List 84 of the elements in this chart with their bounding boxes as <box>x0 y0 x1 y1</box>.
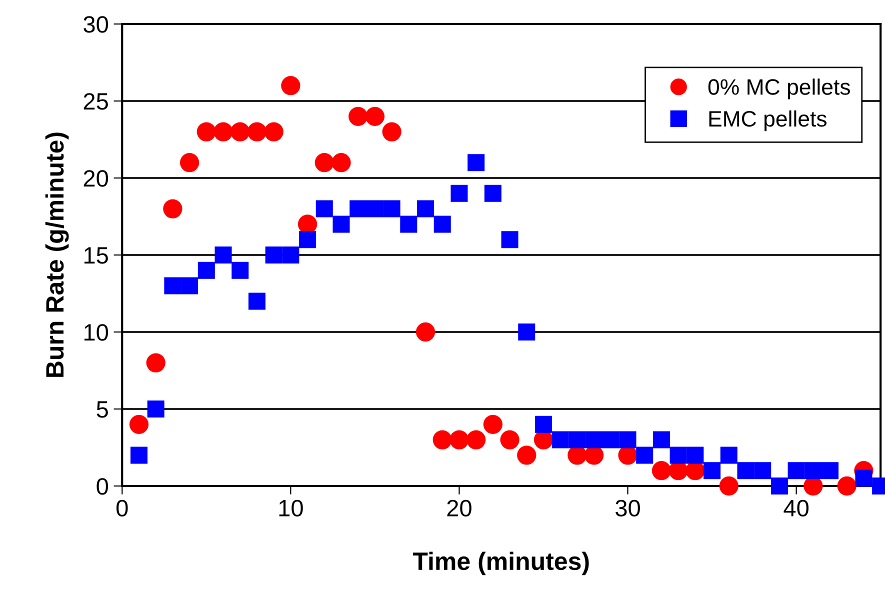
y-tick-label: 30 <box>84 16 108 33</box>
y-axis-title: Burn Rate (g/minute) <box>45 132 69 377</box>
point <box>822 462 839 480</box>
point <box>265 246 282 264</box>
point <box>484 184 502 202</box>
x-tick-label: 0 <box>116 500 128 517</box>
point <box>450 184 468 202</box>
point <box>737 462 754 480</box>
point <box>232 262 249 279</box>
point <box>383 200 400 218</box>
point <box>146 353 166 372</box>
point <box>619 431 636 448</box>
point <box>314 153 334 172</box>
point <box>332 216 350 233</box>
x-tick-label: 30 <box>616 500 640 517</box>
legend-label: EMC pellets <box>709 110 826 132</box>
point <box>348 106 368 126</box>
point <box>164 277 182 294</box>
point <box>652 431 670 448</box>
y-tick-label: 5 <box>96 401 108 418</box>
point <box>247 122 267 142</box>
point <box>518 323 536 341</box>
point <box>652 461 672 480</box>
point <box>282 246 300 264</box>
point <box>586 431 603 448</box>
point <box>501 231 518 248</box>
y-tick-label: 10 <box>84 324 108 341</box>
point <box>214 122 233 142</box>
point <box>466 430 486 450</box>
point <box>416 322 436 342</box>
point <box>568 431 586 448</box>
point <box>837 476 856 496</box>
point <box>602 431 620 448</box>
y-tick-label: 25 <box>84 93 108 110</box>
legend-label: 0% MC pellets <box>708 78 850 100</box>
point <box>130 446 148 464</box>
point <box>382 122 402 142</box>
point <box>129 414 149 434</box>
point <box>214 246 232 264</box>
point <box>804 462 822 480</box>
point <box>316 200 333 218</box>
y-tick-label: 15 <box>84 247 108 264</box>
point <box>855 470 872 487</box>
point <box>552 431 569 448</box>
point <box>704 462 721 480</box>
point <box>332 153 351 172</box>
point <box>264 122 284 142</box>
point <box>400 216 418 233</box>
point <box>365 106 385 126</box>
point <box>147 400 164 418</box>
point <box>417 200 434 218</box>
y-tick-label: 20 <box>84 170 108 187</box>
point <box>299 231 316 248</box>
point <box>483 414 502 434</box>
x-tick-label: 20 <box>447 500 472 517</box>
y-tick-label: 0 <box>96 478 108 495</box>
point <box>180 153 200 172</box>
point <box>788 462 805 480</box>
point <box>720 446 738 464</box>
point <box>500 430 520 450</box>
point <box>670 446 687 464</box>
x-axis-title: Time (minutes) <box>412 552 589 576</box>
point <box>770 477 788 495</box>
point <box>517 446 536 465</box>
point <box>198 262 215 279</box>
point <box>636 446 654 464</box>
point <box>686 446 704 464</box>
point <box>196 122 216 142</box>
x-tick-label: 40 <box>784 500 809 517</box>
point <box>754 462 772 480</box>
point <box>163 199 182 218</box>
point <box>719 476 738 496</box>
point <box>450 430 469 450</box>
point <box>230 122 250 142</box>
x-tick-label: 10 <box>279 500 303 517</box>
point <box>181 277 198 294</box>
point <box>468 154 485 172</box>
point <box>350 200 367 218</box>
point <box>248 292 266 310</box>
point <box>534 416 552 433</box>
point <box>434 216 451 233</box>
point <box>281 76 300 96</box>
point <box>432 430 452 450</box>
point <box>366 200 384 218</box>
